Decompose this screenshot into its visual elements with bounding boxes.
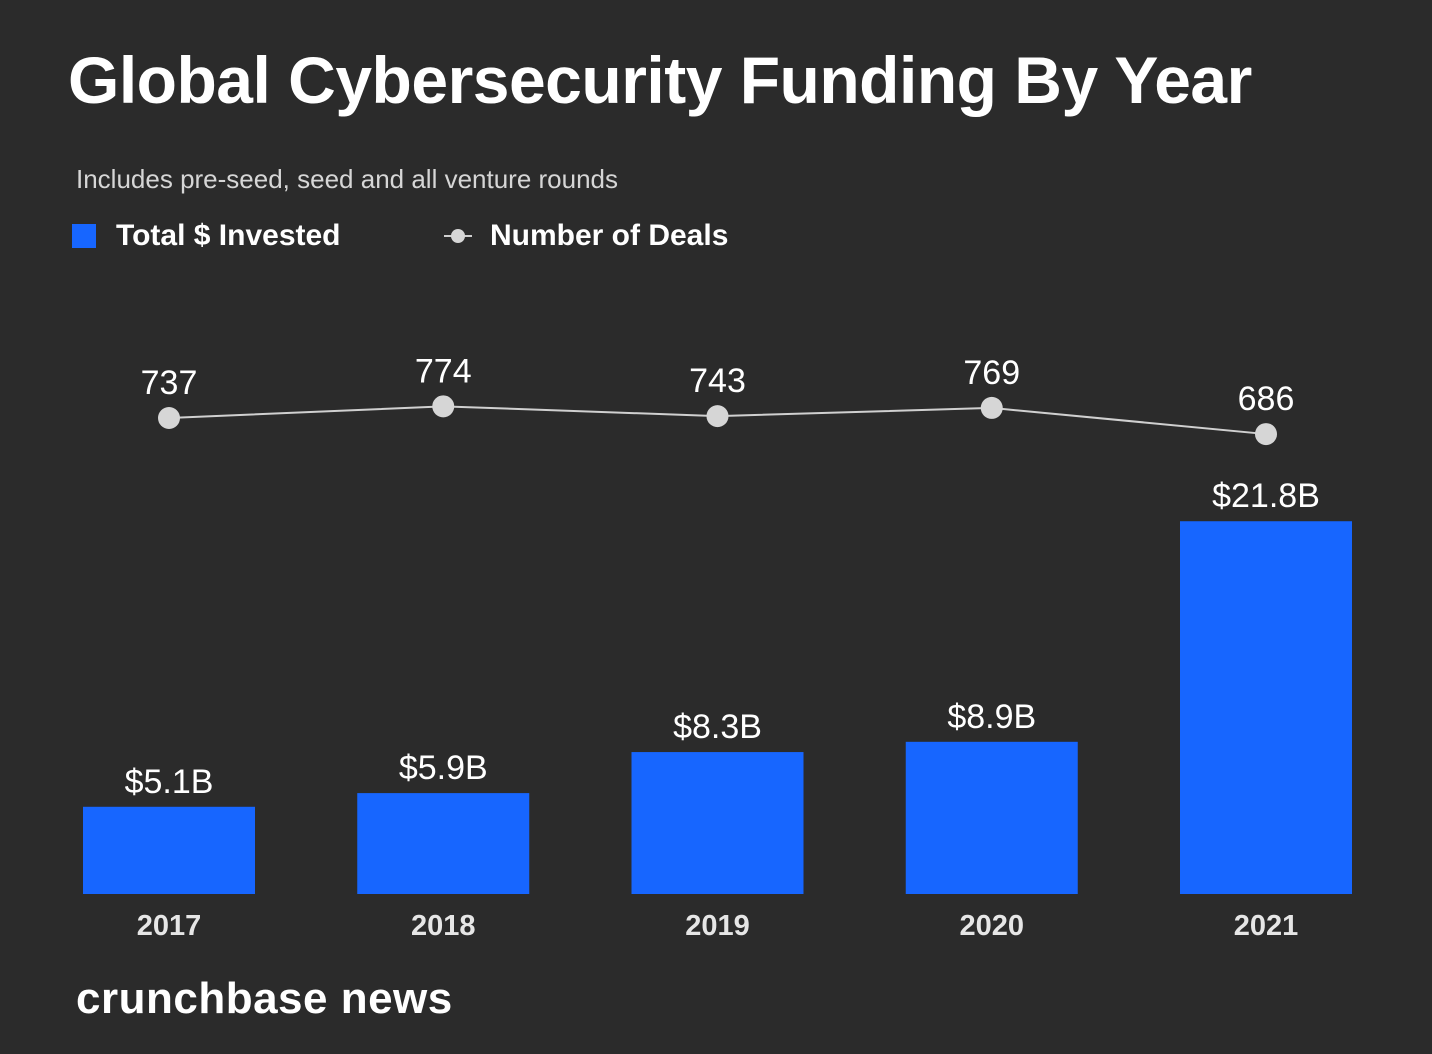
chart-subtitle: Includes pre-seed, seed and all venture … <box>76 164 619 194</box>
brand-logo: crunchbase news <box>76 974 453 1023</box>
x-tick-label-2018: 2018 <box>411 910 476 942</box>
deals-point-2019 <box>706 405 729 428</box>
bar-2020 <box>905 741 1078 894</box>
bar-value-label-2020: $8.9B <box>947 698 1036 736</box>
x-tick-label-2017: 2017 <box>137 910 202 942</box>
deals-value-label-2017: 737 <box>141 364 198 402</box>
legend-label-number-of-deals: Number of Deals <box>490 219 729 252</box>
deals-value-label-2019: 743 <box>689 362 746 400</box>
deals-value-label-2020: 769 <box>963 354 1020 392</box>
legend-item-number-of-deals: Number of Deals <box>444 216 728 256</box>
legend-line-marker-icon <box>444 224 472 248</box>
deals-value-label-2018: 774 <box>415 352 472 390</box>
chart-legend: Total $ Invested Number of Deals <box>72 216 832 256</box>
bar-2021 <box>1180 521 1352 894</box>
bar-2017 <box>83 806 255 894</box>
bar-value-label-2019: $8.3B <box>673 708 762 746</box>
bar-2019 <box>631 752 804 894</box>
bar-value-label-2018: $5.9B <box>399 749 488 787</box>
x-tick-label-2020: 2020 <box>959 910 1024 942</box>
deals-point-2020 <box>980 396 1003 419</box>
legend-bar-swatch <box>72 224 96 248</box>
deals-value-label-2021: 686 <box>1238 380 1295 418</box>
x-tick-label-2019: 2019 <box>685 910 750 942</box>
deals-point-2021 <box>1255 423 1277 446</box>
bar-value-label-2021: $21.8B <box>1212 477 1320 515</box>
x-tick-label-2021: 2021 <box>1234 910 1299 942</box>
deals-point-2018 <box>432 395 455 418</box>
bar-value-label-2017: $5.1B <box>125 763 214 801</box>
chart-title: Global Cybersecurity Funding By Year <box>68 43 1252 117</box>
legend-item-total-invested: Total $ Invested <box>72 216 341 256</box>
deals-point-2017 <box>158 407 180 429</box>
bar-2018 <box>357 793 530 894</box>
legend-label-total-invested: Total $ Invested <box>116 219 341 252</box>
